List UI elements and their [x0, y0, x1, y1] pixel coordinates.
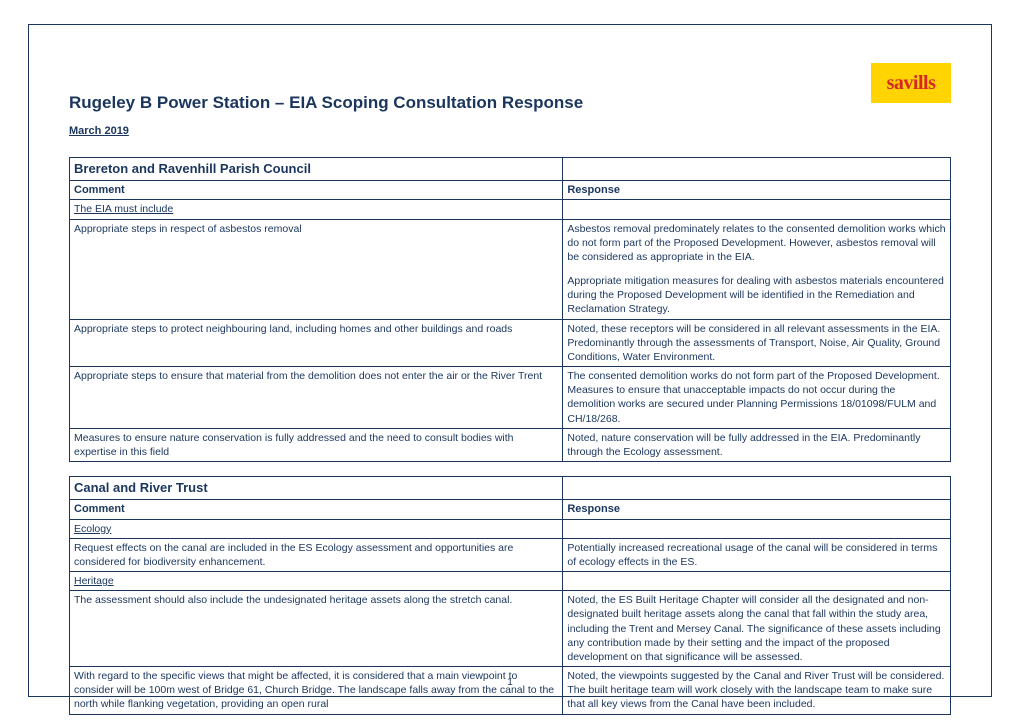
document-title: Rugeley B Power Station – EIA Scoping Co…: [69, 93, 951, 113]
table-row: Ecology: [70, 519, 951, 538]
document-date: March 2019: [69, 125, 951, 137]
comment-cell: Appropriate steps to protect neighbourin…: [70, 319, 563, 367]
response-text: Asbestos removal predominately relates t…: [567, 222, 946, 265]
sub-heading: The EIA must include: [70, 200, 563, 219]
consultation-table-1: Brereton and Ravenhill Parish Council Co…: [69, 157, 951, 462]
empty-cell: [563, 477, 951, 500]
section-title: Brereton and Ravenhill Parish Council: [70, 158, 563, 181]
empty-cell: [563, 519, 951, 538]
table-row: Comment Response: [70, 180, 951, 200]
column-header-comment: Comment: [70, 180, 563, 200]
table-row: Appropriate steps to ensure that materia…: [70, 367, 951, 429]
response-cell: The consented demolition works do not fo…: [563, 367, 951, 429]
table-row: With regard to the specific views that m…: [70, 667, 951, 715]
sub-heading: Ecology: [70, 519, 563, 538]
page-frame: savills Rugeley B Power Station – EIA Sc…: [28, 24, 992, 697]
table-row: The assessment should also include the u…: [70, 591, 951, 667]
empty-cell: [563, 158, 951, 181]
comment-cell: Measures to ensure nature conservation i…: [70, 428, 563, 461]
table-row: Request effects on the canal are include…: [70, 538, 951, 571]
table-row: Measures to ensure nature conservation i…: [70, 428, 951, 461]
comment-cell: The assessment should also include the u…: [70, 591, 563, 667]
comment-cell: Appropriate steps in respect of asbestos…: [70, 219, 563, 319]
table-row: Comment Response: [70, 499, 951, 519]
sub-heading: Heritage: [70, 572, 563, 591]
brand-logo-text: savills: [887, 72, 936, 95]
page-number: 1: [29, 677, 991, 688]
response-cell: Noted, these receptors will be considere…: [563, 319, 951, 367]
table-row: Appropriate steps in respect of asbestos…: [70, 219, 951, 319]
response-cell: Noted, the ES Built Heritage Chapter wil…: [563, 591, 951, 667]
empty-cell: [563, 572, 951, 591]
comment-cell: Appropriate steps to ensure that materia…: [70, 367, 563, 429]
table-row: Canal and River Trust: [70, 477, 951, 500]
comment-cell: With regard to the specific views that m…: [70, 667, 563, 715]
section-title: Canal and River Trust: [70, 477, 563, 500]
response-cell: Noted, nature conservation will be fully…: [563, 428, 951, 461]
comment-cell: Request effects on the canal are include…: [70, 538, 563, 571]
response-cell: Asbestos removal predominately relates t…: [563, 219, 951, 319]
response-text: Appropriate mitigation measures for deal…: [567, 275, 943, 315]
table-row: The EIA must include: [70, 200, 951, 219]
empty-cell: [563, 200, 951, 219]
column-header-response: Response: [563, 499, 951, 519]
response-cell: Noted, the viewpoints suggested by the C…: [563, 667, 951, 715]
column-header-comment: Comment: [70, 499, 563, 519]
table-row: Brereton and Ravenhill Parish Council: [70, 158, 951, 181]
column-header-response: Response: [563, 180, 951, 200]
table-row: Appropriate steps to protect neighbourin…: [70, 319, 951, 367]
brand-logo: savills: [871, 63, 951, 103]
table-row: Heritage: [70, 572, 951, 591]
response-cell: Potentially increased recreational usage…: [563, 538, 951, 571]
